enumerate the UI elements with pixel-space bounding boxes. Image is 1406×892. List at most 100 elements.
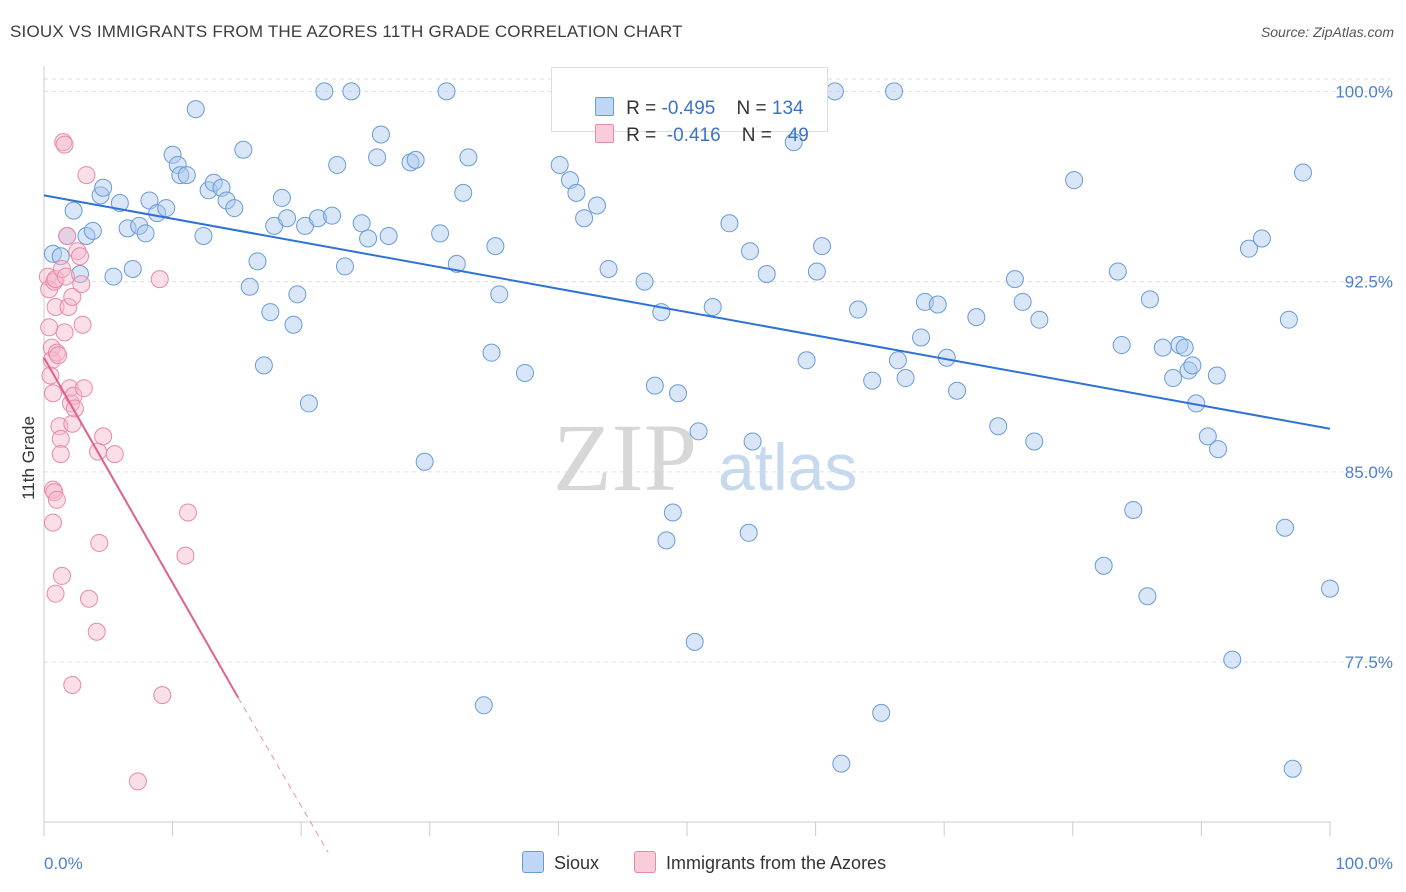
azores-point [71,247,90,266]
azores-point [77,166,96,185]
azores-trend-extension [237,697,329,853]
azores-point [51,445,70,464]
azores-point [46,298,65,317]
sioux-point [741,242,760,261]
sioux-point [447,254,466,273]
sioux-point [599,259,618,278]
stats-legend: R = -0.495 N = 134 R = -0.416 N = 49 [551,67,828,146]
azores-point [59,298,78,317]
sioux-point [1013,292,1032,311]
azores-point [44,513,63,532]
sioux-point [797,351,816,370]
y-tick-label: 100.0% [1335,82,1393,101]
azores-point [63,287,82,306]
sioux-point [668,384,687,403]
sioux-point [288,285,307,304]
azores-swatch [595,124,615,143]
y-tick-label: 92.5% [1345,273,1393,292]
sioux-point [136,224,155,243]
sioux-point [587,196,606,215]
sioux-point [157,199,176,218]
sioux-point [278,209,297,228]
sioux-point [104,267,123,286]
sioux-point [832,754,851,773]
legend-n-label: N = [736,98,772,119]
sioux-point [459,148,478,167]
sioux-legend-swatch [522,851,544,873]
azores-point [128,772,147,791]
azores-point [153,686,172,705]
sioux-point [872,703,891,722]
sioux-point [315,82,334,101]
sioux-point [482,343,501,362]
azores-point [80,589,99,608]
sioux-point [217,191,236,210]
sioux-point [163,145,182,164]
sioux-point [284,315,303,334]
sioux-point [888,351,907,370]
sioux-point [359,229,378,248]
sioux-point [371,125,390,144]
sioux-point [323,206,342,225]
sioux-point [431,224,450,243]
legend-r-value-azores: -0.416 [661,125,721,146]
legend-row-sioux: R = -0.495 N = 134 [574,75,804,119]
sioux-point [912,328,931,347]
legend-row-azores: R = -0.416 N = 49 [574,102,809,146]
sioux-point [437,82,456,101]
sioux-point [825,82,844,101]
sioux-point [1025,432,1044,451]
azores-point [56,267,75,286]
sioux-point [645,376,664,395]
sioux-point [130,216,149,235]
trend-lines [43,194,1331,853]
azores-legend-label: Immigrants from the Azores [666,853,887,873]
sioux-point [328,155,347,174]
azores-point [68,242,87,261]
sioux-point [1198,427,1217,446]
watermark-zip: ZIP [553,404,697,511]
sioux-point [1112,336,1131,355]
sioux-point [1170,336,1189,355]
sioux-point [1140,290,1159,309]
source-label: Source: ZipAtlas.com [1260,24,1394,40]
sioux-legend-label: Sioux [554,853,600,873]
legend-n-value-azores: 49 [777,125,809,146]
sioux-point [1124,500,1143,519]
sioux-point [757,265,776,284]
azores-point [46,584,65,603]
sioux-point [1239,239,1258,258]
sioux-point [1279,310,1298,329]
azores-point [49,346,68,365]
sioux-point [342,82,361,101]
sioux-point [739,523,758,542]
sioux-point [1065,171,1084,190]
sioux-point [1175,338,1194,357]
azores-point [46,270,65,289]
sioux-point [486,237,505,256]
bottom-legend-sioux: Sioux [522,851,599,874]
sioux-point [1293,163,1312,182]
sioux-point [1207,366,1226,385]
azores-point [44,384,63,403]
azores-point [63,676,82,695]
azores-point [176,546,195,565]
azores-legend-swatch [634,851,656,873]
azores-point [55,135,74,154]
azores-point [53,566,72,585]
sioux-trend-line [43,194,1331,430]
azores-point [72,275,91,294]
sioux-point [94,178,113,197]
tick-labels: 100.0% 92.5% 85.0% 77.5% 0.0% 100.0% [44,82,1393,873]
azores-point [58,226,77,245]
legend-n-value-sioux: 134 [771,98,804,119]
sioux-point [849,300,868,319]
sioux-point [885,82,904,101]
sioux-point [123,259,142,278]
sioux-point [379,226,398,245]
sioux-point [490,285,509,304]
x-tick-label: 0.0% [44,854,83,873]
bottom-legend-azores: Immigrants from the Azores [634,851,886,874]
sioux-point [1283,759,1302,778]
